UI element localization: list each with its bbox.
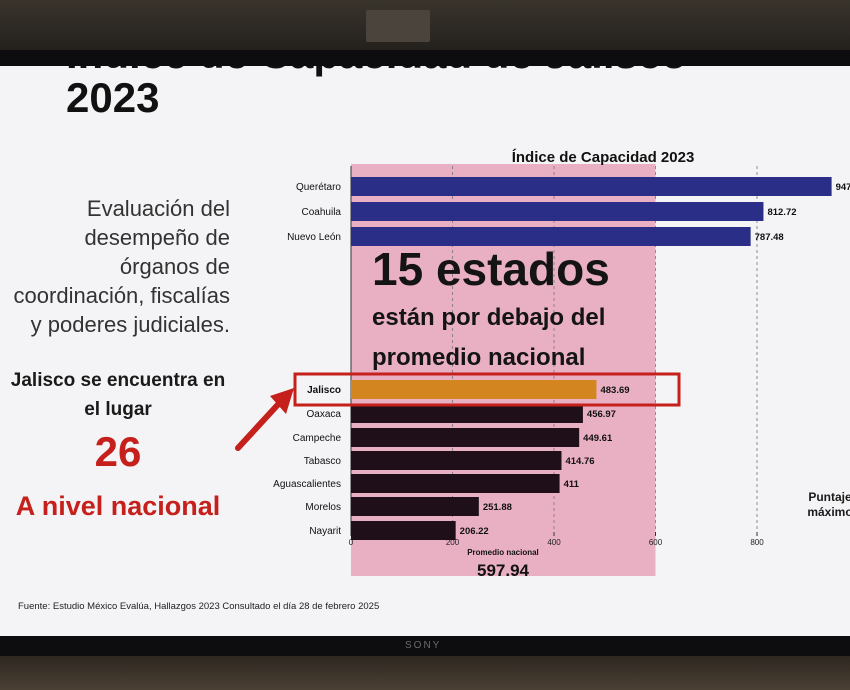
value-label: 251.88 — [483, 502, 512, 513]
bar — [351, 177, 832, 196]
bar — [351, 380, 597, 399]
bar — [351, 521, 456, 540]
puntaje-maximo-label: Puntaje máximo — [807, 490, 850, 519]
tick-label: 800 — [750, 538, 764, 547]
bar — [351, 428, 580, 447]
monitor: Índice de Capacidad de Jalisco 2023 Eval… — [0, 50, 850, 656]
promedio-label: Promedio nacional — [467, 548, 539, 557]
bar — [351, 474, 560, 493]
jalisco-highlight-box — [293, 372, 681, 407]
tick-label: 400 — [547, 538, 561, 547]
bar — [351, 404, 583, 423]
ceiling-vent — [366, 10, 430, 42]
value-label: 411 — [564, 479, 580, 490]
bar-chart: 0 200 400 600 800 Querétaro 947 Coahuila 812.72… — [273, 149, 850, 580]
tick-label: 600 — [649, 538, 663, 547]
overlay-subheading: están por debajo del promedio nacional — [372, 304, 606, 371]
bar — [351, 227, 751, 246]
bar — [351, 497, 479, 516]
red-arrow-icon — [235, 388, 294, 451]
category-label: Aguascalientes — [273, 479, 341, 490]
rank-number: 26 — [94, 428, 142, 475]
value-label: 787.48 — [755, 232, 784, 243]
value-label: 483.69 — [600, 385, 629, 396]
source-note: Fuente: Estudio México Evalúa, Hallazgos… — [18, 601, 380, 612]
monitor-brand: SONY — [405, 640, 442, 651]
overlay-heading: 15 estados — [372, 243, 610, 295]
category-label: Morelos — [305, 502, 341, 513]
promedio-value: 597.94 — [477, 561, 530, 580]
value-label: 206.22 — [460, 526, 489, 537]
category-label: Oaxaca — [307, 409, 342, 420]
value-label: 414.76 — [565, 456, 594, 467]
value-label: 449.61 — [583, 433, 613, 444]
category-label: Campeche — [293, 433, 342, 444]
lugar-text: Jalisco se encuentra en el lugar — [10, 370, 226, 420]
nivel-text: A nivel nacional — [15, 491, 221, 521]
chart-title: Índice de Capacidad 2023 — [512, 149, 695, 166]
category-label: Coahuila — [302, 207, 342, 218]
category-label: Jalisco — [307, 385, 341, 396]
wall-top — [0, 0, 850, 52]
category-label: Nayarit — [309, 526, 341, 537]
bar — [351, 451, 562, 470]
slide-description: Evaluación del desempeño de órganos de c… — [13, 196, 230, 337]
slide-title: Índice de Capacidad de Jalisco 2023 — [66, 66, 687, 121]
category-label: Tabasco — [304, 456, 342, 467]
tick-label: 200 — [446, 538, 460, 547]
value-label: 947 — [836, 182, 850, 193]
value-label: 812.72 — [767, 207, 796, 218]
bar — [351, 202, 764, 221]
tick-label: 0 — [349, 538, 354, 547]
value-label: 456.97 — [587, 409, 616, 420]
category-label: Querétaro — [296, 182, 341, 193]
slide-screen: Índice de Capacidad de Jalisco 2023 Eval… — [0, 66, 850, 636]
category-label: Nuevo León — [287, 232, 341, 243]
